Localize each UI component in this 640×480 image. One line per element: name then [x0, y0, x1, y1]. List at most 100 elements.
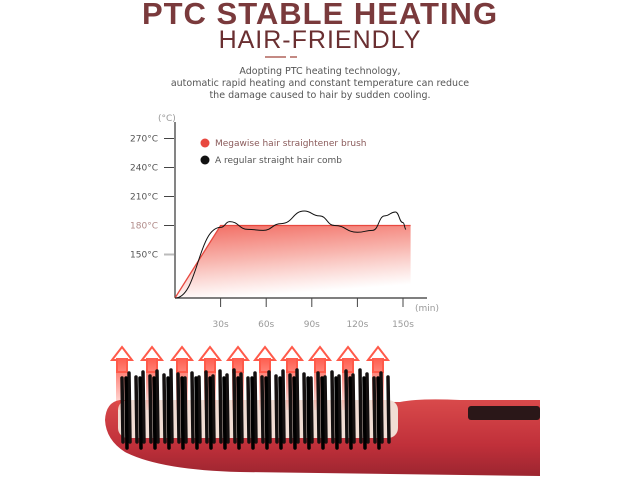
bristle	[127, 371, 132, 444]
heat-arrow-icon	[335, 345, 361, 373]
legend-label-megawise: Megawise hair straightener brush	[215, 139, 367, 149]
bristle	[225, 373, 230, 444]
bristle	[155, 369, 160, 444]
legend-marker-megawise	[200, 138, 210, 148]
bristle	[362, 376, 367, 450]
bristle	[134, 375, 139, 444]
description: Adopting PTC heating technology, automat…	[0, 66, 640, 102]
bristle	[348, 376, 353, 450]
bristle	[278, 376, 283, 450]
bristle	[120, 376, 125, 444]
bristle	[379, 371, 384, 444]
bristle	[138, 376, 143, 450]
bristle	[330, 370, 335, 444]
bristle	[320, 376, 325, 450]
bristle	[358, 368, 363, 444]
bristle	[376, 376, 381, 450]
bristle	[323, 375, 328, 444]
bristle	[344, 369, 349, 444]
heat-arrow-icon	[252, 345, 278, 373]
y-axis-label: (°C)	[158, 114, 176, 124]
bristle	[351, 373, 356, 444]
bristle	[386, 375, 391, 444]
series-fill-megawise	[175, 225, 411, 298]
bristle	[292, 376, 297, 450]
description-line: Adopting PTC heating technology,	[239, 66, 401, 77]
series-line-megawise	[174, 224, 411, 299]
bristle	[124, 376, 129, 450]
bristle	[372, 376, 377, 444]
heat-arrow-icon	[279, 345, 305, 373]
x-tick-label: 120s	[346, 320, 368, 330]
bristle	[264, 376, 269, 450]
bristle	[337, 374, 342, 444]
bristle	[302, 372, 307, 444]
bristle	[194, 376, 199, 450]
bristle	[183, 376, 188, 444]
page-subtitle: HAIR-FRIENDLY	[218, 26, 422, 54]
bristle	[204, 370, 209, 444]
bristle	[365, 372, 370, 444]
bristle	[169, 368, 174, 444]
y-tick-label: 180°C	[130, 222, 158, 232]
bristle	[211, 374, 216, 444]
bristle	[232, 368, 237, 444]
heat-arrow-icon	[197, 345, 223, 373]
legend: Megawise hair straightener brush A regul…	[200, 138, 367, 166]
bristle	[288, 373, 293, 444]
x-tick-label: 60s	[258, 320, 274, 330]
bristle	[166, 376, 171, 450]
y-tick-label: 150°C	[130, 251, 158, 261]
heat-arrow-icon	[169, 345, 195, 373]
heat-arrow-icon	[109, 345, 135, 373]
bristle	[152, 376, 157, 450]
heat-arrow-icon	[365, 345, 391, 373]
bristle	[250, 376, 255, 450]
series-line-regular	[174, 210, 407, 299]
y-tick-label: 270°C	[130, 135, 158, 145]
bristle	[208, 376, 213, 450]
x-tick-label: 90s	[304, 320, 320, 330]
bristle	[222, 376, 227, 450]
x-axis-label: (min)	[415, 304, 439, 314]
bristle	[267, 370, 272, 444]
bristle	[236, 376, 241, 450]
x-tick-label: 150s	[392, 320, 414, 330]
bristle	[141, 370, 146, 444]
bristle	[190, 371, 195, 444]
bristle	[218, 369, 223, 444]
bristle	[306, 376, 311, 450]
heat-arrow-icon	[225, 345, 251, 373]
x-tick-label: 30s	[213, 320, 229, 330]
brush-pad	[118, 400, 398, 438]
bristle	[162, 373, 167, 444]
bristle	[260, 375, 265, 444]
bristle	[197, 375, 202, 444]
description-line: automatic rapid heating and constant tem…	[170, 78, 470, 89]
bristle	[148, 374, 153, 444]
bristle	[274, 374, 279, 444]
bristle	[246, 376, 251, 444]
page-title: PTC STABLE HEATING	[141, 0, 499, 31]
bristle	[176, 372, 181, 444]
divider-short	[290, 56, 297, 58]
bristle	[295, 368, 300, 444]
legend-label-regular: A regular straight hair comb	[215, 156, 342, 166]
bristle	[253, 371, 258, 444]
y-tick-label: 240°C	[130, 164, 158, 174]
legend-marker-regular	[200, 155, 210, 165]
divider-long	[265, 56, 286, 58]
temperature-chart: (°C) (min) 30s 60s 90s 120s 150s 150°C 180°C 21…	[130, 114, 439, 330]
display-window	[468, 406, 540, 420]
bristle	[180, 376, 185, 450]
bristle	[316, 371, 321, 444]
heat-arrow-icon	[139, 345, 165, 373]
bristle	[281, 369, 286, 444]
description-line: the damage caused to hair by sudden cool…	[209, 90, 431, 101]
bristle	[239, 372, 244, 444]
heat-arrow-icon	[307, 345, 333, 373]
y-tick-label: 210°C	[130, 193, 158, 203]
bristle	[309, 376, 314, 444]
bristle	[334, 376, 339, 450]
